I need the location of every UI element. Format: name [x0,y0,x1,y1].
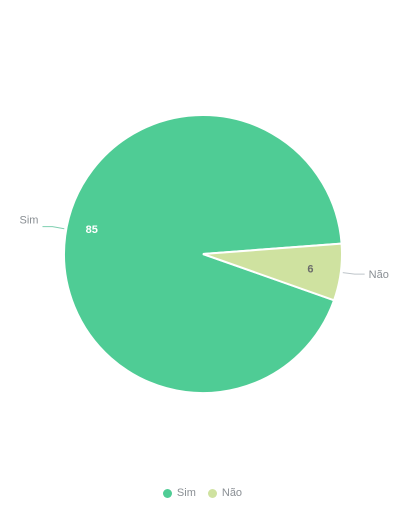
category-label-sim: Sim [20,215,39,227]
pie-slice-nao[interactable] [202,242,343,302]
data-label-nao: 6 [307,263,313,275]
category-label-nao: Não [369,269,389,281]
legend-swatch-nao [207,488,217,498]
legend-label-sim: Sim [176,487,196,499]
legend-item-sim[interactable]: Sim [162,487,196,499]
legend-label-nao: Não [221,487,243,499]
legend-swatch-sim [162,488,172,498]
leader-line-sim [42,226,65,230]
chart-legend: Sim Não [0,487,405,499]
data-label-sim: 85 [86,224,98,236]
leader-line-nao [342,272,365,275]
legend-item-nao[interactable]: Não [207,487,243,499]
